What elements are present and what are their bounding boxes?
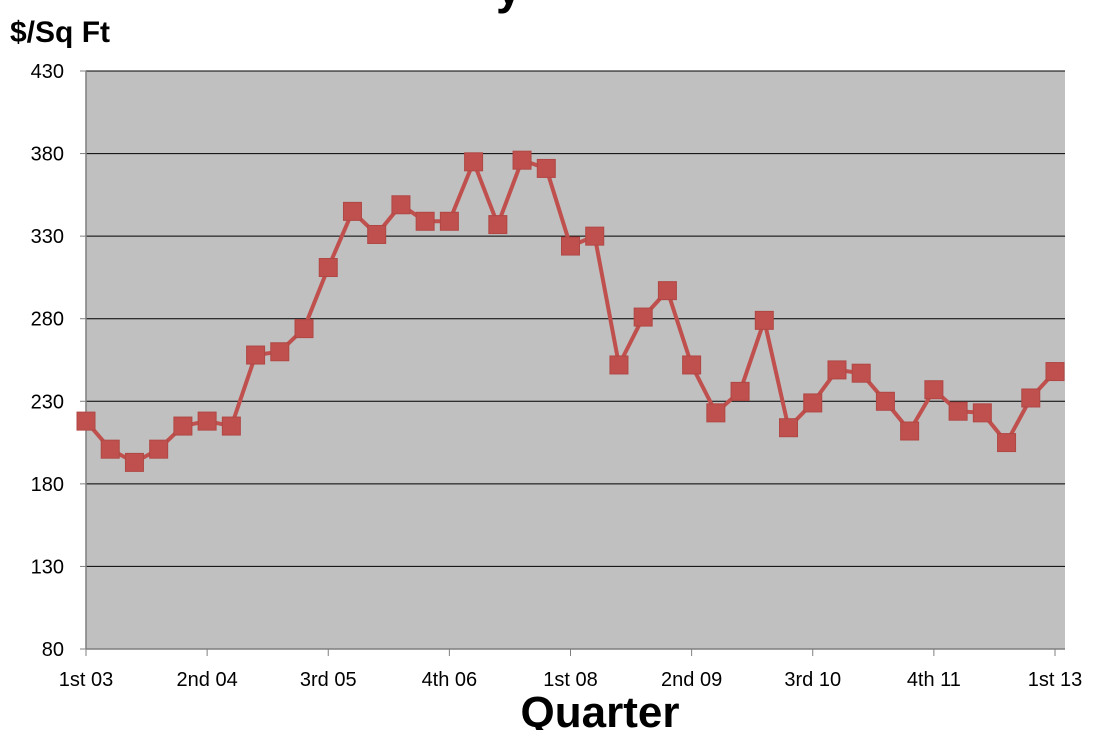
data-point-marker (900, 421, 920, 441)
y-tick-label: 330 (31, 226, 64, 248)
data-point-marker (827, 360, 847, 380)
data-point-marker (1045, 362, 1065, 382)
plot-area (86, 71, 1065, 649)
data-point-marker (803, 393, 823, 413)
chart-title-fragment: y (496, 0, 522, 14)
data-point-marker (972, 403, 992, 423)
series-markers (76, 150, 1065, 472)
data-point-marker (124, 452, 144, 472)
data-point-marker (415, 211, 435, 231)
data-point-marker (367, 224, 387, 244)
x-tick-label: 1st 13 (1028, 669, 1082, 691)
y-tick-label: 130 (31, 556, 64, 578)
x-tick-label: 2nd 09 (661, 669, 722, 691)
data-point-marker (851, 363, 871, 383)
x-tick-labels: 1st 03 2nd 04 3rd 05 4th 06 1st 08 2nd 09 3rd … (59, 669, 1082, 691)
data-point-marker (682, 355, 702, 375)
data-point-marker (173, 416, 193, 436)
data-point-marker (706, 403, 726, 423)
data-point-marker (779, 418, 799, 438)
x-tick-label: 3rd 10 (784, 669, 841, 691)
data-point-marker (439, 211, 459, 231)
x-tick-label: 2nd 04 (177, 669, 238, 691)
y-tick-label: 80 (42, 639, 64, 661)
data-point-marker (342, 201, 362, 221)
data-point-marker (633, 307, 653, 327)
data-point-marker (464, 152, 484, 172)
x-tick-label: 4th 11 (907, 669, 961, 691)
data-point-marker (488, 215, 508, 235)
data-point-marker (318, 258, 338, 278)
data-point-marker (221, 416, 241, 436)
y-tick-label: 180 (31, 474, 64, 496)
data-point-marker (100, 439, 120, 459)
data-point-marker (875, 391, 895, 411)
x-tick-label: 4th 06 (422, 669, 478, 691)
data-point-marker (924, 380, 944, 400)
data-point-marker (754, 310, 774, 330)
x-axis-label: Quarter (521, 688, 680, 730)
axes (80, 70, 1065, 656)
data-point-marker (536, 158, 556, 178)
data-point-marker (270, 342, 290, 362)
data-point-marker (730, 381, 750, 401)
data-point-marker (246, 345, 266, 365)
data-point-marker (512, 150, 532, 170)
y-tick-label: 280 (31, 309, 64, 331)
data-point-marker (391, 195, 411, 215)
data-point-marker (294, 319, 314, 339)
data-point-marker (561, 236, 580, 256)
y-tick-label: 230 (31, 391, 64, 413)
y-tick-label: 430 (31, 61, 64, 83)
gridlines (86, 70, 1065, 567)
x-tick-label: 3rd 05 (300, 669, 357, 691)
data-point-marker (149, 439, 169, 459)
data-point-marker (657, 281, 677, 301)
data-point-marker (1021, 388, 1041, 408)
data-point-marker (76, 411, 96, 431)
data-point-marker (948, 401, 968, 421)
data-point-marker (997, 433, 1017, 453)
data-point-marker (197, 411, 217, 431)
x-tick-label: 1st 08 (543, 669, 597, 691)
y-axis-label: $/Sq Ft (10, 16, 110, 49)
y-tick-label: 380 (31, 144, 64, 166)
y-tick-labels: 80 130 180 230 280 330 380 430 (31, 61, 64, 661)
data-point-marker (585, 226, 605, 246)
data-point-marker (609, 355, 629, 375)
x-tick-label: 1st 03 (59, 669, 113, 691)
